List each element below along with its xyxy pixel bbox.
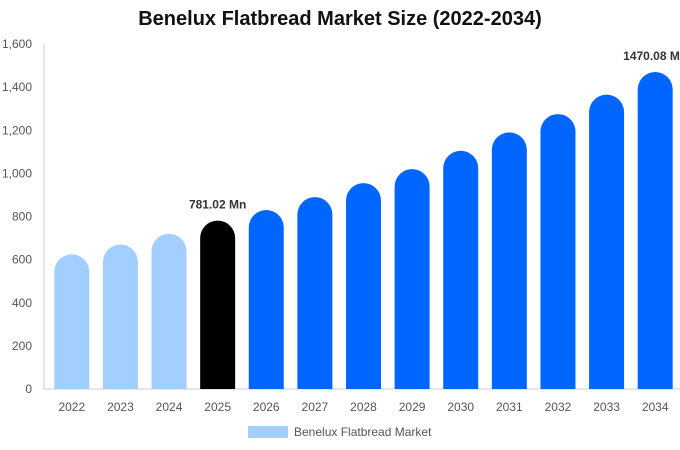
- y-tick-label: 1,400: [2, 80, 32, 94]
- bar-2034: [637, 72, 673, 389]
- x-tick-label: 2023: [107, 400, 134, 414]
- x-tick-label: 2028: [350, 400, 377, 414]
- bar-2023: [102, 244, 138, 389]
- bar-2024: [151, 233, 187, 389]
- x-tick-label: 2033: [593, 400, 620, 414]
- x-tick-label: 2022: [58, 400, 85, 414]
- x-tick-label: 2027: [302, 400, 329, 414]
- y-tick-label: 600: [12, 253, 32, 267]
- bar-2022: [54, 254, 90, 389]
- x-tick-label: 2026: [253, 400, 280, 414]
- bar-2033: [589, 94, 625, 389]
- legend-label: Benelux Flatbread Market: [294, 425, 432, 439]
- x-tick-label: 2034: [642, 400, 669, 414]
- bar-2031: [491, 132, 527, 389]
- bar-2030: [443, 150, 479, 389]
- x-tick-label: 2024: [156, 400, 183, 414]
- chart-title: Benelux Flatbread Market Size (2022-2034…: [138, 8, 542, 30]
- bar-2032: [540, 114, 576, 389]
- bar-2027: [297, 197, 333, 389]
- y-tick-label: 1,200: [2, 123, 32, 137]
- bar-2028: [346, 183, 381, 389]
- y-tick-label: 1,600: [2, 37, 32, 51]
- x-tick-label: 2029: [399, 400, 426, 414]
- y-tick-label: 200: [12, 339, 32, 353]
- y-tick-label: 1,000: [2, 166, 32, 180]
- y-tick-label: 800: [12, 210, 32, 224]
- y-tick-label: 400: [12, 296, 32, 310]
- legend: Benelux Flatbread Market: [248, 425, 431, 439]
- x-tick-label: 2031: [496, 400, 523, 414]
- bar-2029: [394, 169, 430, 389]
- bar-2025: [200, 220, 236, 389]
- x-tick-label: 2032: [545, 400, 572, 414]
- data-label-2034: 1470.08 Mn: [623, 49, 680, 63]
- x-tick-label: 2030: [447, 400, 474, 414]
- data-label-2025: 781.02 Mn: [189, 198, 246, 212]
- legend-swatch: [248, 426, 288, 438]
- x-tick-label: 2025: [204, 400, 231, 414]
- y-tick-label: 0: [25, 382, 32, 396]
- bar-2026: [248, 210, 284, 389]
